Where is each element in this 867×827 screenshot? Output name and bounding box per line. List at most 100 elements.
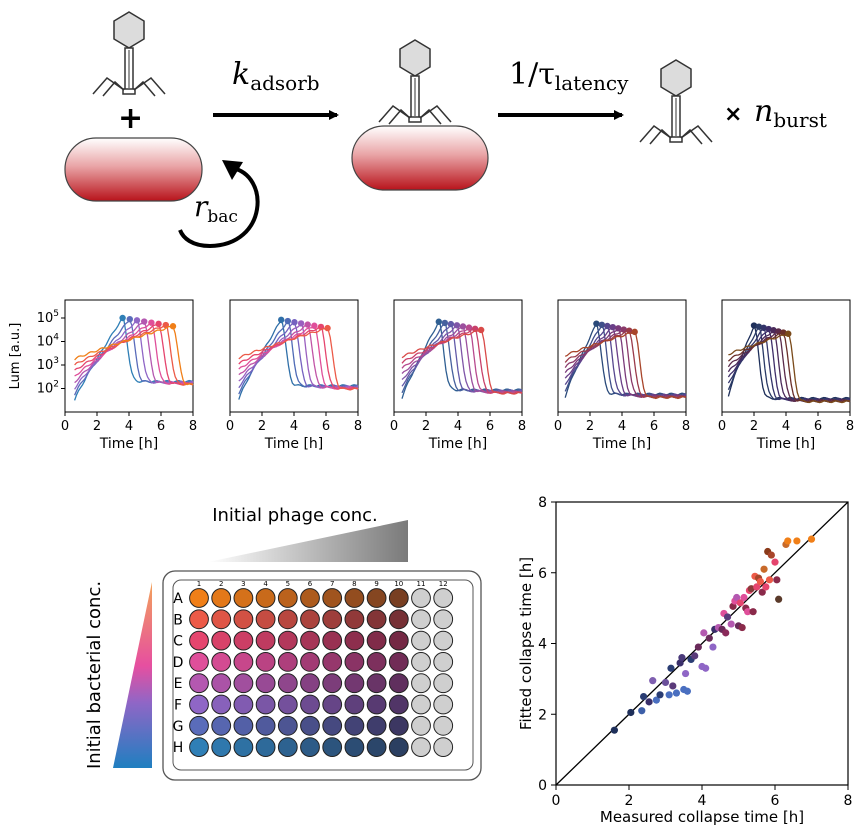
plate-well bbox=[388, 609, 409, 630]
plate-well bbox=[189, 737, 209, 757]
plate-column-label: 10 bbox=[394, 580, 403, 588]
plate-column-label: 12 bbox=[439, 580, 448, 588]
plate-row-label: G bbox=[173, 719, 184, 735]
collapse-marker bbox=[631, 328, 638, 336]
plate-column-label: 5 bbox=[286, 580, 290, 588]
plate-row-label: D bbox=[173, 655, 184, 671]
data-point bbox=[665, 691, 673, 699]
timecourse-curve bbox=[727, 330, 851, 403]
plate-well bbox=[433, 715, 454, 736]
collapse-marker bbox=[765, 325, 772, 333]
timecourse-curve bbox=[564, 329, 687, 398]
data-point bbox=[722, 629, 730, 637]
y-tick-label: 2 bbox=[538, 707, 547, 723]
x-tick-label: 8 bbox=[682, 419, 690, 434]
bacterial-gradient-label: Initial bacterial conc. bbox=[84, 581, 105, 769]
plate-well bbox=[366, 609, 387, 630]
plate-well bbox=[211, 694, 232, 715]
plate-well bbox=[255, 609, 276, 630]
collapse-marker bbox=[148, 319, 155, 326]
data-point bbox=[661, 678, 670, 687]
luminescence-timecourses: Lum [a.u.] 0 2 4 6 8 Time [h] 102 103 104 105 0 2 4 6 8… bbox=[8, 299, 854, 452]
plate-well bbox=[211, 737, 232, 757]
plate-row-label: H bbox=[173, 740, 184, 756]
plate-well bbox=[189, 630, 209, 651]
plate-well bbox=[322, 715, 343, 736]
plate-well bbox=[255, 652, 276, 672]
plate-column-label: 9 bbox=[374, 580, 378, 588]
collapse-marker bbox=[311, 322, 318, 329]
plate-well bbox=[322, 609, 343, 630]
collapse-marker bbox=[278, 316, 285, 324]
collapse-marker bbox=[453, 322, 461, 329]
plate-well bbox=[211, 715, 232, 736]
plate-well bbox=[300, 609, 320, 630]
x-tick-label: 2 bbox=[750, 419, 758, 434]
data-point bbox=[775, 595, 783, 603]
x-tick-label: 4 bbox=[698, 793, 707, 809]
phage-gradient-label: Initial phage conc. bbox=[212, 505, 378, 526]
data-point bbox=[773, 576, 781, 584]
y-tick-label: 4 bbox=[538, 637, 547, 653]
data-point bbox=[753, 583, 761, 591]
growth-arrow-head bbox=[222, 160, 243, 180]
plate-well bbox=[366, 694, 387, 715]
plate-well bbox=[433, 588, 454, 608]
x-axis-label: Time [h] bbox=[592, 436, 652, 452]
times-sign: × bbox=[724, 102, 742, 127]
collapse-marker bbox=[155, 320, 162, 328]
collapse-marker bbox=[626, 327, 633, 334]
collapse-marker bbox=[435, 318, 442, 325]
data-point bbox=[649, 677, 657, 685]
x-tick-label: 8 bbox=[354, 419, 362, 434]
plate-well bbox=[277, 694, 298, 715]
data-point bbox=[767, 551, 775, 559]
x-axis-label: Time [h] bbox=[428, 436, 488, 452]
x-axis-label: Time [h] bbox=[99, 436, 159, 452]
plate-well bbox=[411, 609, 431, 630]
x-tick-label: 4 bbox=[290, 419, 298, 434]
y-tick-label: 105 bbox=[37, 309, 59, 326]
timecourse-panel-3: 0 2 4 6 8 Time [h] bbox=[390, 299, 526, 452]
y-tick-label: 104 bbox=[37, 333, 60, 350]
collapse-marker bbox=[785, 330, 792, 337]
growth-arrow bbox=[178, 166, 260, 249]
plate-column-label: 1 bbox=[197, 580, 201, 588]
data-point bbox=[793, 537, 801, 545]
x-tick-label: 0 bbox=[552, 793, 561, 809]
plate-well bbox=[388, 715, 409, 736]
x-tick-label: 6 bbox=[650, 419, 658, 434]
collapse-marker bbox=[324, 324, 331, 332]
plate-well bbox=[411, 630, 431, 651]
data-point bbox=[700, 629, 708, 637]
data-point bbox=[678, 654, 686, 662]
timecourse-curve bbox=[564, 332, 687, 400]
plate-column-label: 6 bbox=[308, 580, 313, 588]
well-plate-diagram: Initial phage conc. Initial bacterial co… bbox=[84, 505, 482, 781]
y-axis-label: Fitted collapse time [h] bbox=[517, 557, 535, 730]
x-tick-label: 0 bbox=[554, 419, 562, 434]
plate-well bbox=[277, 673, 298, 694]
x-tick-label: 2 bbox=[586, 419, 594, 434]
plate-well bbox=[411, 588, 431, 608]
data-point bbox=[738, 623, 746, 632]
timecourse-curve bbox=[238, 325, 359, 390]
plate-well bbox=[388, 630, 409, 651]
data-point bbox=[784, 537, 792, 545]
plate-row-label: C bbox=[173, 634, 183, 650]
plate-well bbox=[211, 609, 232, 630]
plate-well bbox=[322, 652, 343, 672]
data-point bbox=[807, 535, 816, 543]
bacterium-icon bbox=[64, 137, 203, 202]
plate-well bbox=[344, 673, 365, 694]
plate-well bbox=[388, 694, 409, 715]
collapse-marker bbox=[755, 323, 763, 330]
collapse-marker bbox=[477, 326, 485, 334]
x-tick-label: 6 bbox=[771, 793, 780, 809]
collapse-marker bbox=[447, 320, 455, 328]
data-point bbox=[610, 726, 619, 734]
y-tick-label: 6 bbox=[538, 566, 547, 582]
plate-well bbox=[344, 737, 365, 757]
collapse-marker bbox=[780, 329, 787, 336]
data-point bbox=[747, 585, 755, 593]
